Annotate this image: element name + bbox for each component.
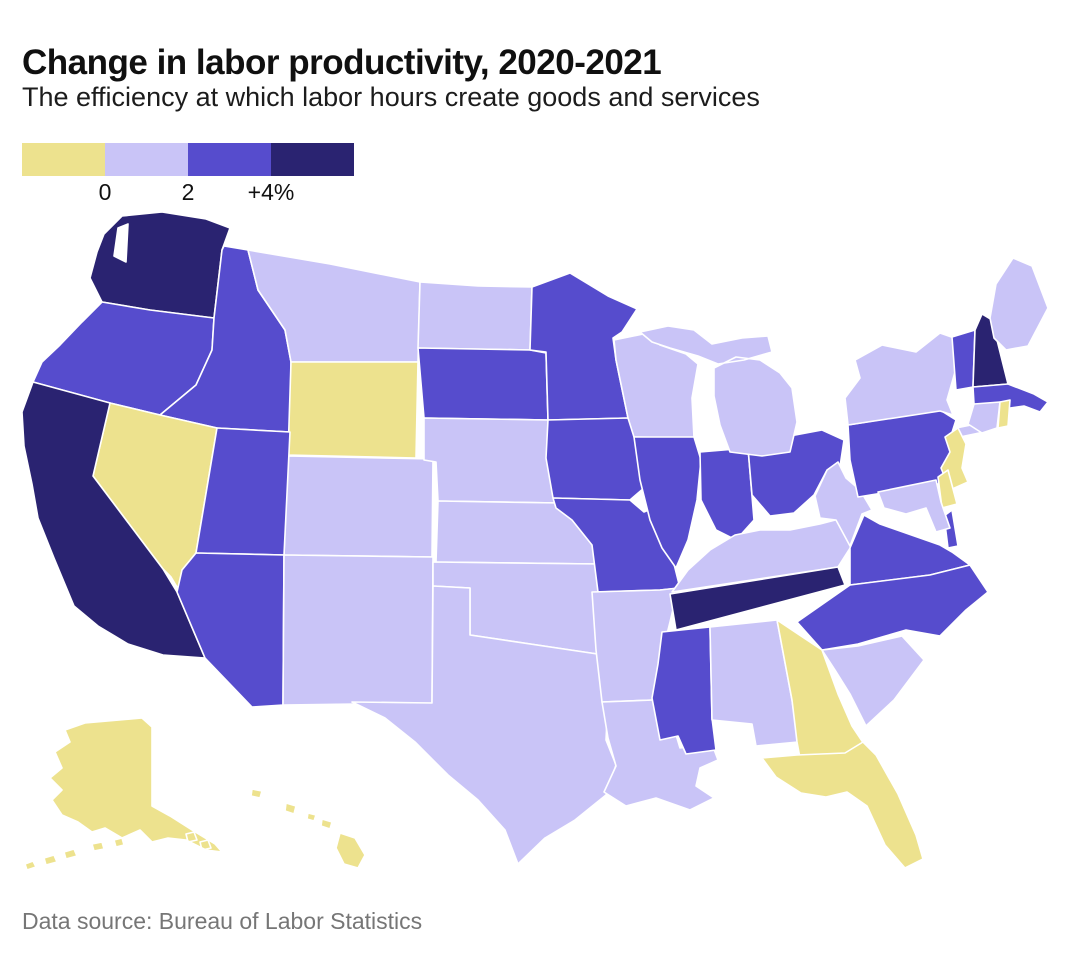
- state-nm[interactable]: [282, 554, 434, 706]
- legend-tick-label: 2: [181, 179, 195, 205]
- state-ms[interactable]: [651, 626, 717, 755]
- state-il[interactable]: [633, 436, 702, 569]
- legend-swatch-below-0: [22, 143, 105, 176]
- water-inlet: [113, 223, 129, 263]
- state-sd[interactable]: [417, 347, 549, 421]
- state-az[interactable]: [176, 552, 285, 708]
- state-mi[interactable]: [639, 325, 798, 457]
- state-tn[interactable]: [669, 566, 846, 631]
- state-hi[interactable]: [250, 788, 366, 869]
- state-nd[interactable]: [417, 281, 533, 351]
- state-nc[interactable]: [796, 564, 989, 651]
- legend-swatch-0-2: [105, 143, 188, 176]
- state-vt[interactable]: [951, 329, 976, 391]
- legend-tick-label: +4%: [247, 179, 295, 205]
- state-fl[interactable]: [761, 741, 924, 869]
- state-ne[interactable]: [423, 417, 561, 504]
- legend-swatch-2-4: [188, 143, 271, 176]
- state-md[interactable]: [877, 479, 951, 533]
- state-ri[interactable]: [997, 399, 1011, 429]
- legend-swatch-4-plus: [271, 143, 354, 176]
- state-in[interactable]: [699, 447, 755, 541]
- state-wa[interactable]: [89, 211, 231, 319]
- state-ct[interactable]: [967, 401, 1001, 434]
- state-ca[interactable]: [21, 381, 206, 659]
- state-sc[interactable]: [821, 635, 925, 727]
- data-source-note: Data source: Bureau of Labor Statistics: [22, 908, 423, 934]
- color-legend: 0 2 +4%: [22, 143, 442, 205]
- state-wv[interactable]: [814, 461, 873, 547]
- state-co[interactable]: [283, 455, 434, 558]
- page-title: Change in labor productivity, 2020-2021: [22, 43, 662, 83]
- state-wy[interactable]: [287, 361, 419, 459]
- chart-subtitle: The efficiency at which labor hours crea…: [22, 82, 760, 112]
- legend-tick-label: 0: [98, 179, 112, 205]
- legend-swatches: [22, 143, 442, 176]
- state-nh[interactable]: [972, 313, 1009, 388]
- state-ak[interactable]: [24, 717, 223, 871]
- state-me[interactable]: [989, 257, 1049, 351]
